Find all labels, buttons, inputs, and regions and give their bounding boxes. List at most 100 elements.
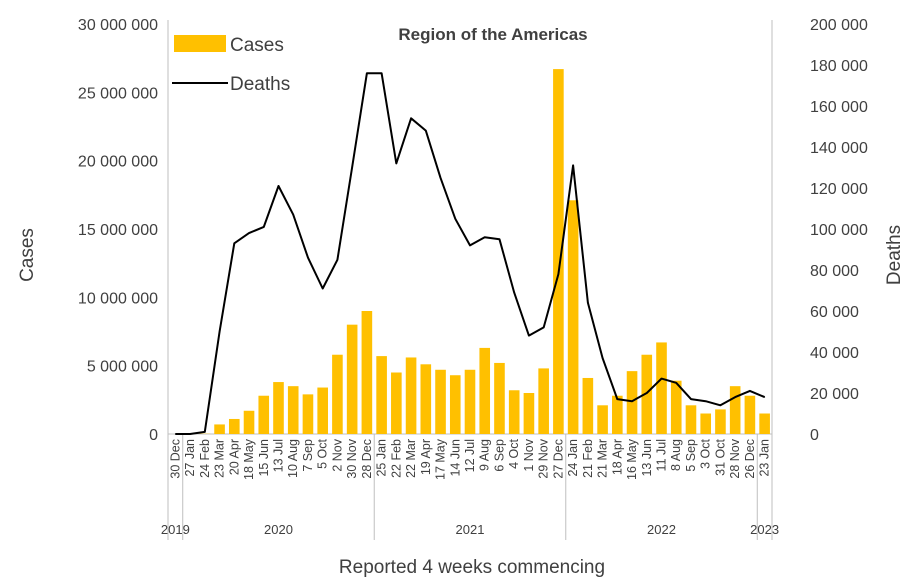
left-tick-label: 25 000 000 [78, 85, 158, 102]
bar-cases [479, 347, 491, 434]
x-tick-label: 22 Mar [404, 439, 418, 478]
bar-cases [405, 357, 417, 434]
year-labels: 2019 2020 2021 2022 2023 [161, 522, 779, 537]
point-deaths [263, 226, 265, 228]
bar-series-cases [184, 69, 770, 434]
bar-cases [346, 324, 358, 434]
bar-cases [449, 375, 461, 434]
year-label: 2022 [647, 522, 676, 537]
legend-label-deaths: Deaths [230, 74, 290, 95]
left-tick-label: 20 000 000 [78, 154, 158, 171]
bar-cases [243, 410, 255, 434]
x-tick-label: 21 Feb [581, 439, 595, 478]
point-deaths [661, 378, 663, 380]
point-deaths [705, 400, 707, 402]
bar-cases [641, 354, 653, 434]
x-tick-label: 29 Nov [537, 438, 551, 478]
bar-cases [273, 382, 284, 434]
x-tick-label: 23 Mar [213, 439, 227, 478]
point-deaths [719, 404, 721, 406]
point-deaths [277, 185, 279, 187]
right-tick-label: 20 000 [810, 386, 859, 403]
x-tick-label: 24 Jan [566, 439, 580, 477]
x-tick-label: 12 Jul [463, 439, 477, 472]
bar-cases [287, 386, 299, 434]
x-tick-label: 4 Oct [507, 438, 521, 468]
left-tick-label: 10 000 000 [78, 290, 158, 307]
x-axis-ticks: 30 Dec 27 Jan 24 Feb 23 Mar 20 Apr 18 May 15 J… [168, 438, 771, 480]
bar-cases [391, 372, 402, 434]
bar-cases [228, 418, 240, 434]
bar-cases [700, 413, 712, 434]
point-deaths [675, 382, 677, 384]
bar-cases [597, 405, 608, 434]
year-label: 2019 [161, 522, 190, 537]
point-deaths [410, 117, 412, 119]
point-deaths [351, 167, 353, 168]
bar-cases [715, 409, 726, 434]
x-tick-label: 3 Oct [699, 438, 713, 468]
left-tick-label: 15 000 000 [78, 222, 158, 239]
bar-cases [302, 394, 314, 434]
x-tick-label: 18 May [242, 438, 256, 480]
left-tick-label: 30 000 000 [78, 17, 158, 34]
x-tick-label: 17 May [434, 438, 448, 480]
point-deaths [395, 162, 397, 164]
bar-cases [258, 395, 270, 434]
bar-cases [435, 369, 446, 434]
left-axis-ticks: 0 5 000 000 10 000 000 15 000 000 20 000 000… [78, 17, 158, 444]
x-tick-label: 19 Apr [419, 439, 433, 475]
point-deaths [204, 431, 206, 433]
right-axis-title: Deaths [884, 225, 905, 285]
point-deaths [557, 273, 559, 275]
x-tick-label: 16 May [625, 438, 639, 480]
right-tick-label: 160 000 [810, 99, 868, 116]
point-deaths [616, 398, 618, 400]
year-label: 2020 [264, 522, 293, 537]
legend-label-cases: Cases [230, 35, 284, 56]
bar-cases [317, 387, 328, 434]
year-label: 2021 [456, 522, 485, 537]
legend-swatch-cases [174, 35, 226, 52]
right-tick-label: 180 000 [810, 58, 868, 75]
x-tick-label: 28 Dec [360, 439, 374, 479]
point-deaths [189, 433, 191, 435]
point-deaths [307, 257, 309, 259]
x-tick-label: 2 Nov [330, 438, 344, 471]
point-deaths [454, 218, 456, 220]
bar-cases [729, 386, 741, 434]
x-tick-label: 13 Jun [640, 439, 654, 477]
x-tick-label: 26 Dec [743, 439, 757, 479]
point-deaths [292, 214, 294, 216]
x-tick-label: 28 Nov [728, 438, 742, 478]
point-deaths [336, 259, 338, 261]
point-deaths [498, 238, 500, 240]
right-tick-label: 0 [810, 427, 819, 444]
x-tick-label: 5 Sep [684, 439, 698, 472]
point-deaths [528, 335, 530, 337]
bar-cases [523, 393, 535, 434]
point-deaths [322, 287, 324, 289]
bar-cases [332, 354, 343, 434]
point-deaths [381, 72, 383, 74]
point-deaths [646, 392, 648, 394]
bar-cases [494, 362, 505, 434]
bar-cases [685, 405, 697, 434]
x-tick-label: 15 Jun [257, 439, 271, 477]
x-tick-label: 6 Sep [493, 439, 507, 472]
x-axis-title: Reported 4 weeks commencing [339, 557, 605, 578]
point-deaths [469, 244, 471, 246]
point-deaths [602, 357, 604, 359]
bar-cases [759, 413, 770, 434]
x-tick-label: 18 Apr [610, 439, 624, 475]
point-deaths [233, 242, 235, 244]
left-tick-label: 0 [149, 427, 158, 444]
right-tick-label: 40 000 [810, 345, 859, 362]
right-tick-label: 200 000 [810, 17, 868, 34]
x-tick-label: 7 Sep [301, 439, 315, 472]
x-tick-label: 24 Feb [198, 439, 212, 478]
x-tick-label: 23 Jan [758, 439, 772, 477]
x-tick-label: 10 Aug [286, 439, 300, 478]
point-deaths [749, 390, 751, 392]
